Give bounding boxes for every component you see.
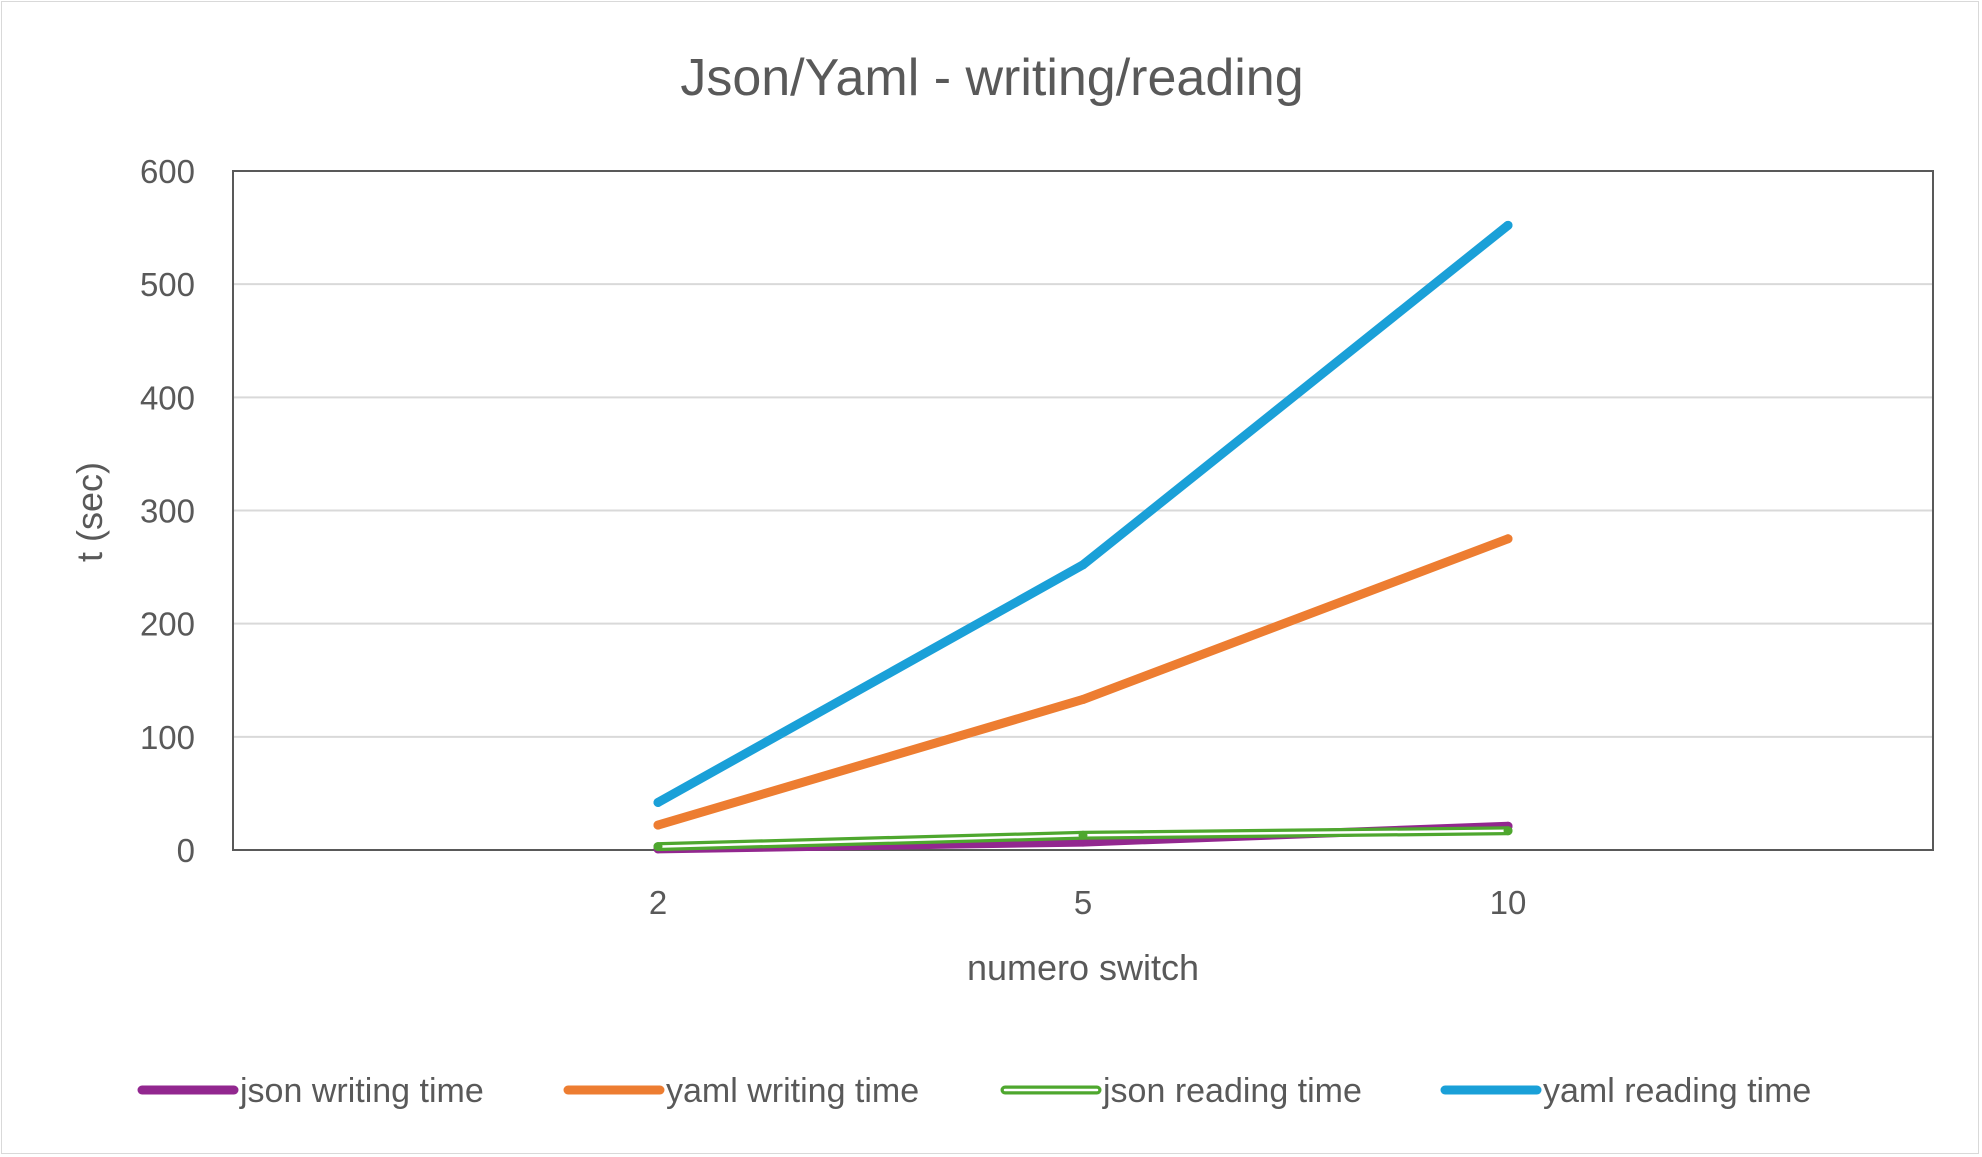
legend-item: json reading time <box>1000 1072 1362 1110</box>
y-tick-label: 100 <box>140 719 195 756</box>
series-lines <box>653 220 1513 854</box>
series-yaml-writing-time <box>653 534 1513 830</box>
data-point <box>653 820 663 830</box>
y-axis-ticks: 0 100 200 300 400 500 600 <box>140 153 195 869</box>
x-axis-title: numero switch <box>967 947 1199 988</box>
legend-label: yaml reading time <box>1543 1072 1811 1110</box>
data-point <box>1078 560 1088 570</box>
data-point <box>653 842 663 852</box>
y-tick-label: 300 <box>140 493 195 530</box>
legend-item: yaml writing time <box>563 1072 919 1110</box>
series-line <box>653 220 1513 807</box>
data-point <box>1078 830 1088 840</box>
series-json-reading-time <box>653 826 1513 852</box>
data-point <box>1503 220 1513 230</box>
x-tick-label: 2 <box>649 884 667 921</box>
plot-area-border <box>232 170 1934 851</box>
series-line <box>653 534 1513 830</box>
legend-item: yaml reading time <box>1440 1072 1811 1110</box>
y-tick-label: 600 <box>140 153 195 190</box>
x-axis-ticks: 2 5 10 <box>649 884 1527 921</box>
x-tick-label: 5 <box>1074 884 1092 921</box>
data-point <box>1503 826 1513 836</box>
legend-label: json reading time <box>1102 1072 1362 1110</box>
chart-title: Json/Yaml - writing/reading <box>680 49 1303 107</box>
series-yaml-reading-time <box>653 220 1513 807</box>
y-tick-label: 0 <box>177 832 195 869</box>
y-tick-label: 400 <box>140 379 195 416</box>
y-tick-label: 200 <box>140 606 195 643</box>
y-axis-title: t (sec) <box>69 462 110 562</box>
legend-label: yaml writing time <box>666 1072 919 1110</box>
data-point <box>1078 694 1088 704</box>
y-tick-label: 500 <box>140 266 195 303</box>
legend-item: json writing time <box>137 1072 484 1110</box>
data-point <box>653 797 663 807</box>
data-point <box>1503 534 1513 544</box>
legend-label: json writing time <box>239 1072 484 1110</box>
x-tick-label: 10 <box>1490 884 1527 921</box>
gridlines <box>233 283 1933 738</box>
legend: json writing time yaml writing time json r… <box>137 1072 1811 1110</box>
